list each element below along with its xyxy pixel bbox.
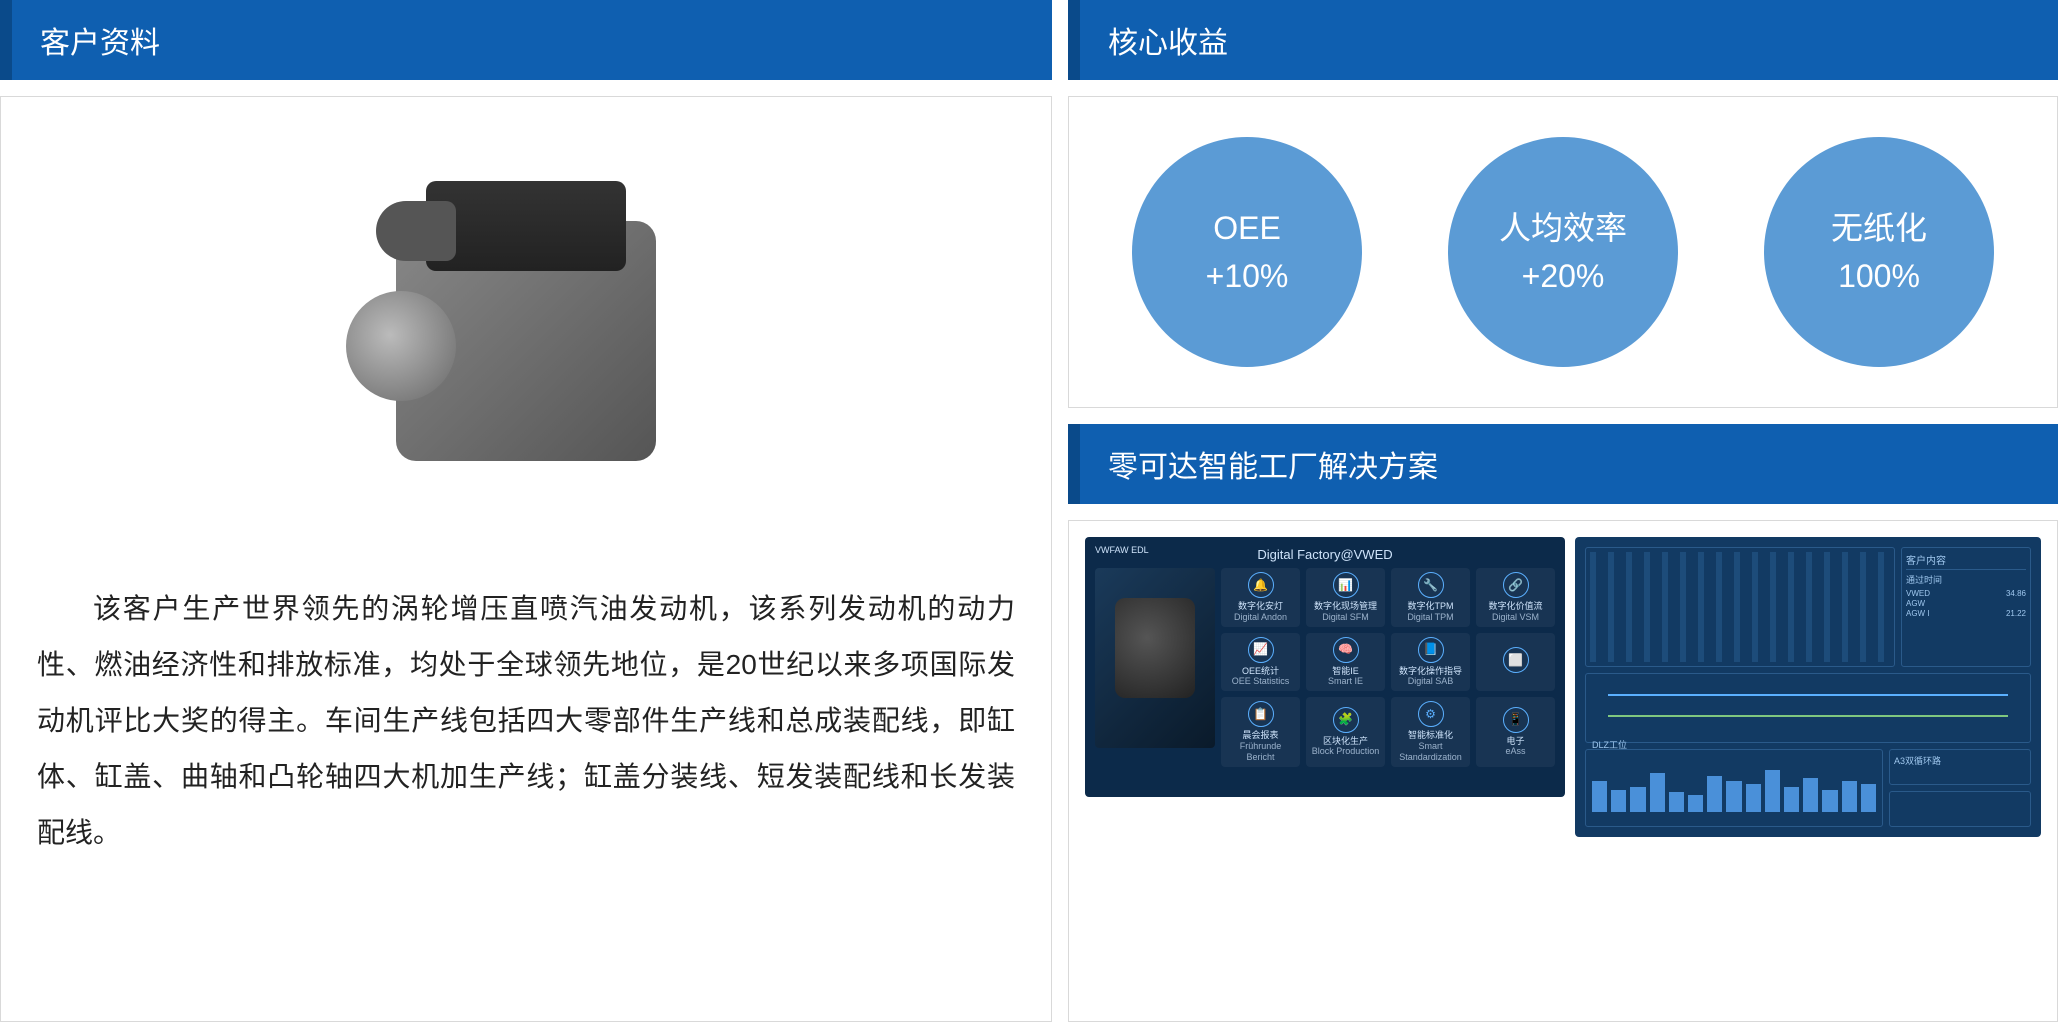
dash-module-cell: ⚙智能标准化Smart Standardization: [1391, 697, 1470, 766]
bar: [1726, 781, 1741, 812]
bar: [1707, 776, 1722, 812]
benefit-circle-oee: OEE +10%: [1132, 137, 1362, 367]
benefit-circle-efficiency: 人均效率 +20%: [1448, 137, 1678, 367]
metric-row: AGW I21.22: [1906, 609, 2026, 618]
bar: [1803, 778, 1818, 812]
bar: [1630, 787, 1645, 812]
metric-row: VWED34.86: [1906, 589, 2026, 598]
customer-description: 该客户生产世界领先的涡轮增压直喷汽油发动机，该系列发动机的动力性、燃油经济性和排…: [25, 581, 1027, 861]
dash-module-cell: 🔗数字化价值流Digital VSM: [1476, 568, 1555, 627]
bar: [1746, 784, 1761, 812]
solution-header: 零可达智能工厂解决方案: [1068, 424, 2058, 504]
dash-module-cell: 🧠智能IESmart IE: [1306, 633, 1385, 692]
dash-module-cell: 🔔数字化安灯Digital Andon: [1221, 568, 1300, 627]
legend-title: 通过时间: [1906, 573, 2026, 586]
side-title: 客户内容: [1906, 552, 2026, 570]
bar: [1842, 781, 1857, 812]
benefit-label: 无纸化: [1831, 204, 1927, 252]
bar: [1592, 781, 1607, 812]
chart-label: DLZ工位: [1592, 738, 1627, 751]
dash-a-engine-thumb: [1095, 568, 1215, 748]
dash-a-title: Digital Factory@VWED: [1095, 547, 1555, 562]
dash-logo: VWFAW EDL: [1095, 545, 1149, 555]
bar: [1861, 784, 1876, 812]
customer-info-panel: 该客户生产世界领先的涡轮增压直喷汽油发动机，该系列发动机的动力性、燃油经济性和排…: [0, 96, 1052, 1022]
bar: [1688, 795, 1703, 812]
benefit-label: OEE: [1213, 204, 1281, 252]
dash-b-timeline: [1585, 673, 2031, 743]
bar: [1650, 773, 1665, 812]
dash-module-cell: 📋晨会报表Frührunde Bericht: [1221, 697, 1300, 766]
dashboard-digital-factory: VWFAW EDL Digital Factory@VWED 🔔数字化安灯Dig…: [1085, 537, 1565, 797]
dash-module-cell: 🧩区块化生产Block Production: [1306, 697, 1385, 766]
dash-module-cell: ⬜: [1476, 633, 1555, 692]
panel2-title: A3双循环路: [1894, 754, 2026, 767]
benefit-label: 人均效率: [1499, 204, 1627, 252]
dash-b-panel2: A3双循环路: [1889, 749, 2031, 785]
benefit-circle-paperless: 无纸化 100%: [1764, 137, 1994, 367]
benefit-value: +20%: [1522, 252, 1605, 300]
dash-b-flow: [1585, 547, 1895, 667]
dash-module-cell: 📘数字化操作指导Digital SAB: [1391, 633, 1470, 692]
dash-b-side-info: 客户内容 通过时间 VWED34.86AGWAGW I21.22: [1901, 547, 2031, 667]
metric-row: AGW: [1906, 599, 2026, 608]
dashboard-analytics: 客户内容 通过时间 VWED34.86AGWAGW I21.22 DLZ工位 A…: [1575, 537, 2041, 837]
benefits-header: 核心收益: [1068, 0, 2058, 80]
dash-module-cell: 📈OEE统计OEE Statistics: [1221, 633, 1300, 692]
bar: [1784, 787, 1799, 812]
benefits-panel: OEE +10% 人均效率 +20% 无纸化 100%: [1068, 96, 2058, 408]
dash-module-cell: 🔧数字化TPMDigital TPM: [1391, 568, 1470, 627]
dash-b-panel3: [1889, 791, 2031, 827]
dash-b-bar-chart: DLZ工位: [1585, 749, 1883, 827]
engine-image: [316, 141, 736, 541]
benefit-value: 100%: [1838, 252, 1920, 300]
dash-module-cell: 📱电子eAss: [1476, 697, 1555, 766]
bar: [1669, 792, 1684, 812]
bar: [1611, 790, 1626, 812]
dash-module-cell: 📊数字化现场管理Digital SFM: [1306, 568, 1385, 627]
customer-info-header: 客户资料: [0, 0, 1052, 80]
benefit-value: +10%: [1206, 252, 1289, 300]
bar: [1765, 770, 1780, 812]
bar: [1822, 790, 1837, 812]
solution-panel: VWFAW EDL Digital Factory@VWED 🔔数字化安灯Dig…: [1068, 520, 2058, 1022]
